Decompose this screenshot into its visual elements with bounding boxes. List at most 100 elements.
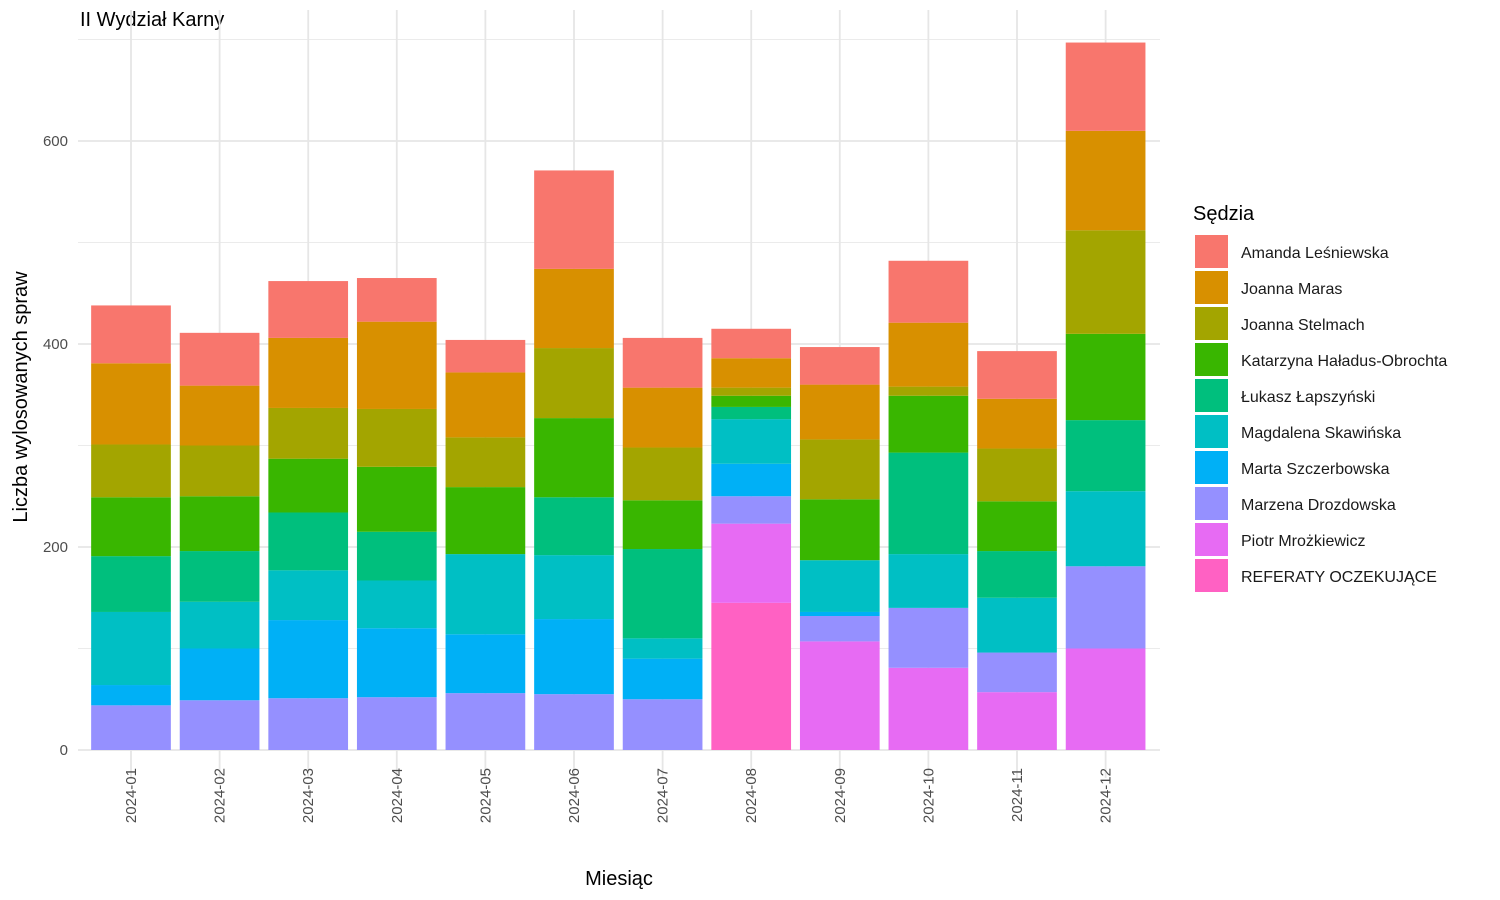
bar-segment: [799, 611, 880, 617]
bar-segment: [91, 363, 171, 445]
bar-segment: [977, 597, 1057, 653]
bar-segment: [268, 337, 349, 408]
bar-segment: [977, 501, 1057, 552]
legend-swatch: [1195, 307, 1228, 340]
bar-segment: [534, 555, 614, 620]
legend-label: Marta Szczerbowska: [1241, 461, 1390, 478]
bar-segment: [356, 628, 437, 698]
y-tick-label: 200: [43, 539, 68, 556]
legend-swatch: [1195, 343, 1228, 376]
bar-segment: [268, 570, 349, 621]
bar-segment: [179, 601, 260, 649]
x-tick-label: 2024-04: [389, 768, 406, 823]
x-tick-label: 2024-09: [832, 768, 849, 823]
bar-segment: [91, 497, 171, 557]
bar-segment: [799, 616, 880, 642]
y-tick-label: 600: [43, 133, 68, 150]
bar-segment: [1065, 566, 1146, 649]
bar-segment: [179, 648, 260, 701]
legend-label: Joanna Stelmach: [1241, 317, 1365, 334]
legend-label: Marzena Drozdowska: [1241, 497, 1396, 514]
legend: Amanda Leśniewska Joanna Maras Joanna Stel…: [1195, 235, 1447, 592]
bar-segment: [711, 496, 792, 524]
bar-segment: [534, 694, 614, 750]
bar-segment: [1065, 130, 1146, 231]
bar-segment: [445, 634, 526, 694]
x-tick-label: 2024-11: [1009, 768, 1026, 822]
legend-label: Łukasz Łapszyński: [1241, 389, 1375, 406]
chart-title: II Wydział Karny: [80, 9, 224, 31]
bar-segment: [888, 452, 969, 555]
bar-segment: [711, 419, 792, 464]
bar-segment: [91, 444, 171, 498]
bar-segment: [622, 500, 703, 550]
bar-segment: [888, 386, 969, 396]
legend-label: Katarzyna Haładus-Obrochta: [1241, 353, 1447, 370]
bar-segment: [534, 497, 614, 556]
bar-segment: [91, 685, 171, 706]
x-tick-label: 2024-10: [920, 768, 937, 823]
legend-label: Piotr Mrożkiewicz: [1241, 533, 1365, 550]
bar-segment: [711, 406, 792, 420]
bar-segment: [179, 332, 260, 386]
bar-segment: [711, 395, 792, 407]
bar-segment: [445, 372, 526, 438]
bar-segment: [622, 387, 703, 448]
x-tick-label: 2024-08: [743, 768, 760, 823]
bar-segment: [799, 641, 880, 750]
bar-segment: [179, 551, 260, 602]
y-tick-label: 400: [43, 336, 68, 353]
bar-segment: [1065, 491, 1146, 567]
bar-segment: [711, 387, 792, 396]
x-tick-label: 2024-07: [655, 768, 672, 823]
bar-segment: [622, 337, 703, 388]
legend-label: Magdalena Skawińska: [1241, 425, 1401, 442]
x-axis-title: Miesiąc: [585, 868, 653, 890]
bar-segment: [356, 321, 437, 409]
bar-segment: [268, 458, 349, 513]
legend-swatch: [1195, 415, 1228, 448]
bar-segment: [622, 638, 703, 659]
bar-segment: [622, 447, 703, 501]
bar-segment: [888, 607, 969, 668]
bar-segment: [799, 439, 880, 500]
bar-segment: [356, 580, 437, 629]
bar-segment: [179, 700, 260, 750]
x-tick-labels: 2024-01 2024-02 2024-03 2024-04 2024-05 2024-…: [123, 768, 1115, 823]
bar-segment: [622, 699, 703, 750]
bar-segment: [534, 268, 614, 349]
bar-segment: [977, 448, 1057, 502]
bar-segment: [445, 339, 526, 373]
y-axis-title: Liczba wylosowanych spraw: [10, 271, 32, 523]
bar-segment: [799, 347, 880, 385]
bar-segment: [1065, 42, 1146, 131]
bar-segment: [356, 278, 437, 322]
bar-segment: [91, 705, 171, 750]
x-tick-label: 2024-03: [300, 768, 317, 823]
bar-segment: [356, 466, 437, 532]
bar-segment: [711, 358, 792, 388]
legend-label: REFERATY OCZEKUJĄCE: [1241, 569, 1437, 586]
legend-swatch: [1195, 487, 1228, 520]
bar-segment: [977, 692, 1057, 750]
bar-segment: [445, 693, 526, 750]
bar-segment: [534, 418, 614, 498]
bar-segment: [799, 499, 880, 561]
bar-segment: [888, 554, 969, 608]
bars: [91, 42, 1146, 750]
bar-segment: [534, 619, 614, 695]
bar-segment: [268, 281, 349, 338]
bar-segment: [179, 445, 260, 497]
bar-segment: [711, 523, 792, 603]
x-tick-label: 2024-05: [477, 768, 494, 823]
bar-segment: [711, 328, 792, 359]
legend-swatch: [1195, 451, 1228, 484]
x-tick-label: 2024-02: [212, 768, 229, 823]
bar-segment: [1065, 648, 1146, 750]
bar-segment: [268, 512, 349, 571]
x-tick-label: 2024-06: [566, 768, 583, 823]
legend-swatch: [1195, 523, 1228, 556]
bar-segment: [91, 556, 171, 612]
legend-label: Joanna Maras: [1241, 281, 1342, 298]
bar-segment: [1065, 230, 1146, 334]
